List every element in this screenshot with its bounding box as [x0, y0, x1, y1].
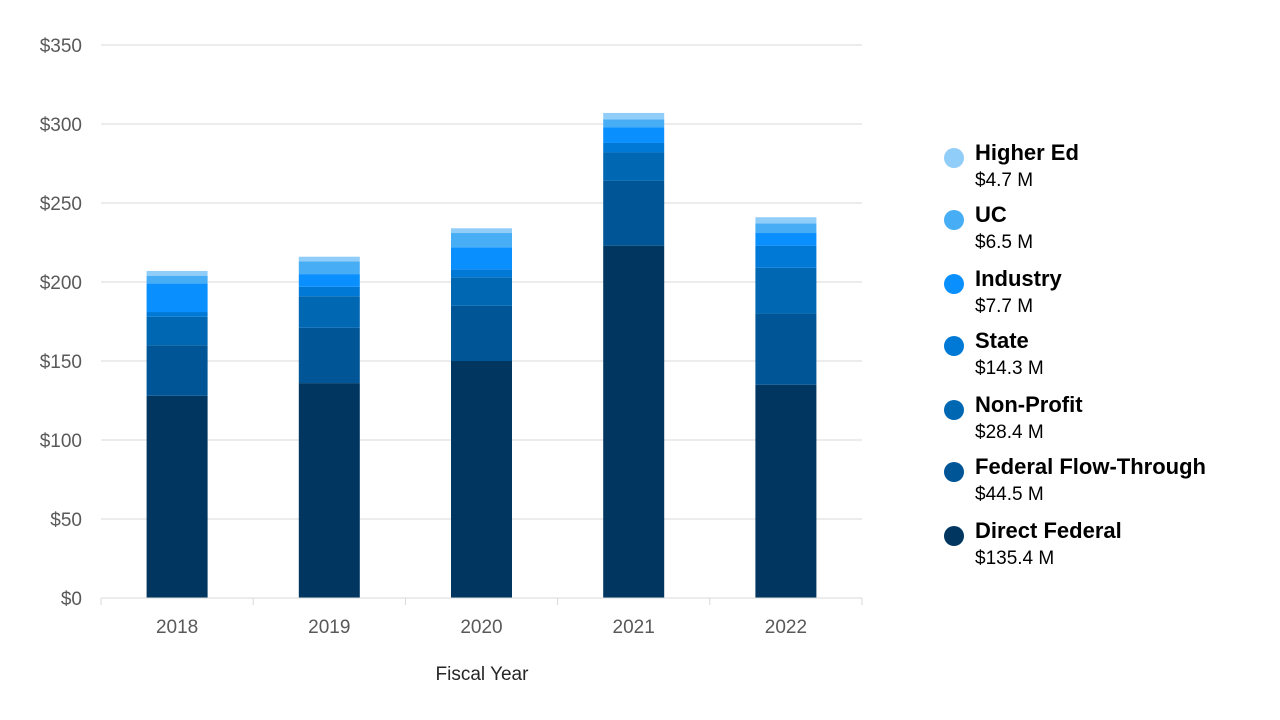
bar-segment — [755, 217, 817, 224]
bar-segment — [451, 361, 512, 598]
bar-segment — [146, 275, 208, 284]
x-tick-label: 2019 — [308, 617, 350, 638]
y-tick-label: $100 — [40, 431, 82, 452]
legend-value: $135.4 M — [975, 548, 1055, 569]
axes — [100, 597, 863, 605]
bar-segment — [451, 277, 512, 306]
bar-segment — [603, 142, 665, 153]
bar-segment — [298, 327, 360, 384]
legend-marker-icon — [944, 462, 964, 482]
bars — [146, 112, 817, 598]
legend-marker-icon — [944, 274, 964, 294]
legend-value: $28.4 M — [975, 422, 1044, 443]
legend-label: Non-Profit — [975, 392, 1083, 417]
legend-label: State — [975, 328, 1029, 353]
y-tick-label: $300 — [40, 115, 82, 136]
bar-segment — [146, 395, 208, 598]
bar-segment — [298, 256, 360, 262]
bar-segment — [298, 274, 360, 287]
x-axis-title: Fiscal Year — [436, 664, 530, 685]
y-tick-label: $200 — [40, 273, 82, 294]
legend-marker-icon — [944, 400, 964, 420]
legend-marker-icon — [944, 336, 964, 356]
bar-segment — [603, 180, 665, 246]
x-tick-label: 2018 — [156, 617, 198, 638]
legend-value: $44.5 M — [975, 484, 1044, 505]
legend-label: Industry — [975, 266, 1062, 291]
legend-label: Direct Federal — [975, 518, 1122, 543]
y-tick-label: $0 — [61, 589, 82, 610]
bar-segment — [603, 112, 665, 120]
legend-value: $6.5 M — [975, 232, 1034, 253]
legend-value: $14.3 M — [975, 358, 1044, 379]
legend-label: Higher Ed — [975, 140, 1079, 165]
x-tick-label: 2021 — [613, 617, 655, 638]
bar-segment — [298, 261, 360, 275]
bar-segment — [146, 283, 208, 313]
bar-segment — [755, 384, 817, 598]
bar-segment — [603, 127, 665, 143]
x-tick-label: 2020 — [460, 617, 502, 638]
y-tick-label: $150 — [40, 352, 82, 373]
bar-segment — [451, 269, 512, 278]
bar-segment — [755, 313, 817, 385]
bar-segment — [298, 286, 360, 297]
bar-segment — [146, 312, 208, 317]
y-tick-label: $50 — [50, 510, 82, 531]
bar-segment — [603, 119, 665, 128]
legend-value: $4.7 M — [975, 170, 1034, 191]
bar-segment — [146, 345, 208, 396]
bar-segment — [451, 233, 512, 248]
legend-marker-icon — [944, 210, 964, 230]
tick-labels: $0 $50 $100 $150 $200 $250 $300 $350 2018 2019 202… — [40, 36, 807, 638]
y-tick-label: $350 — [40, 36, 82, 57]
bar-segment — [755, 233, 817, 246]
bar-segment — [298, 296, 360, 328]
bar-segment — [755, 223, 817, 234]
bar-segment — [451, 305, 512, 361]
bar-segment — [755, 267, 817, 314]
bar-segment — [451, 228, 512, 234]
legend-marker-icon — [944, 526, 964, 546]
bar-segment — [603, 152, 665, 181]
legend-value: $7.7 M — [975, 296, 1034, 317]
bar-segment — [146, 316, 208, 346]
bar-segment — [298, 383, 360, 598]
bar-segment — [146, 270, 208, 276]
bar-segment — [451, 247, 512, 270]
legend-marker-icon — [944, 148, 964, 168]
x-tick-label: 2022 — [765, 617, 807, 638]
legend-label: Federal Flow-Through — [975, 454, 1206, 479]
bar-segment — [755, 245, 817, 268]
y-tick-label: $250 — [40, 194, 82, 215]
bar-segment — [603, 245, 665, 598]
legend-label: UC — [975, 202, 1007, 227]
